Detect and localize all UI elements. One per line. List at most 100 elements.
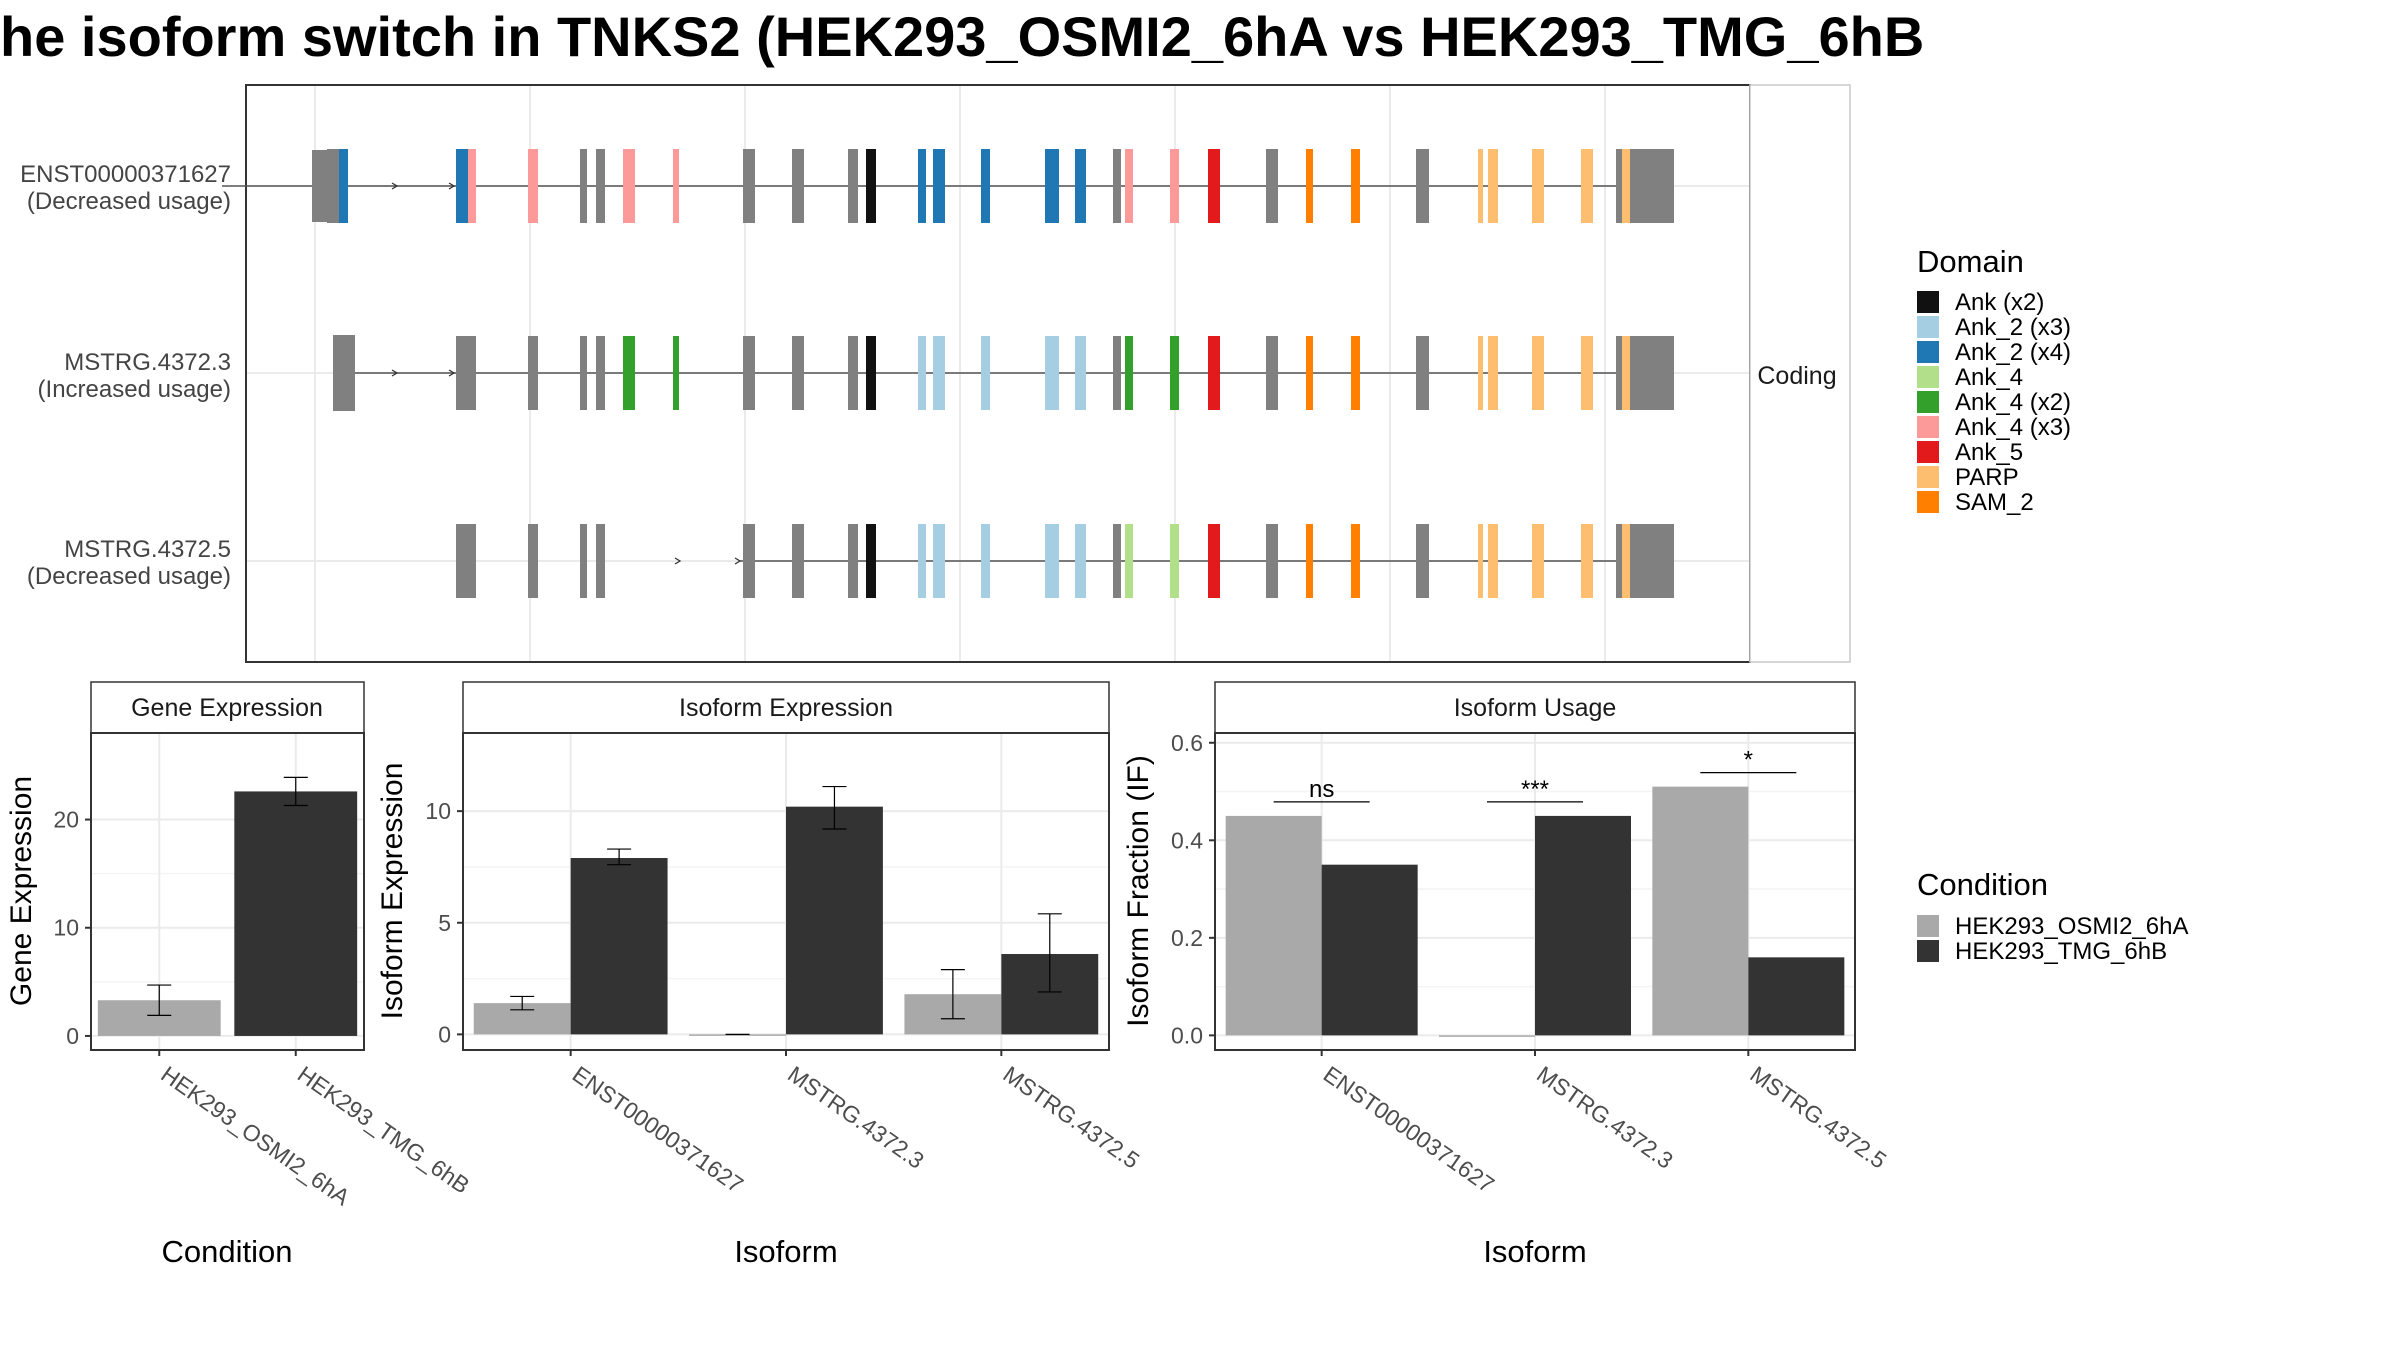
domain-exon [1581,524,1593,598]
condition-legend-title: Condition [1917,867,2048,902]
error-bar [822,785,847,830]
domain-exon [1532,524,1544,598]
noncoding-exon [1266,336,1278,410]
noncoding-exon [456,524,476,598]
noncoding-exon [327,149,339,223]
noncoding-exon [1416,336,1429,410]
utr-block [1630,524,1674,598]
isoform-expression-x-label: Isoform [734,1234,837,1269]
domain-legend-label: PARP [1955,464,2019,491]
domain-exon [1351,524,1360,598]
domain-exon [933,336,945,410]
bar [1748,957,1845,1036]
domain-exon [1125,149,1133,223]
domain-exon [866,336,876,410]
direction-arrow [448,182,456,190]
domain-exon [1306,524,1313,598]
noncoding-exon [1616,336,1625,410]
isoform-usage-x-label: Isoform [1483,1234,1586,1269]
domain-exon [918,524,926,598]
domain-exon [933,149,945,223]
domain-exon [1125,336,1133,410]
gene-expression-marks [97,776,358,1036]
y-tick-label: 0 [438,1021,451,1047]
domain-legend-label: Ank_5 [1955,439,2023,466]
noncoding-exon [1266,149,1278,223]
domain-legend-swatch [1917,466,1939,488]
utr-block [1630,336,1674,410]
figure-title: he isoform switch in TNKS2 (HEK293_OSMI2… [0,5,1924,68]
noncoding-exon [792,336,804,410]
domain-legend-swatch [1917,391,1939,413]
domain-exon [1532,149,1544,223]
domain-exon [1208,149,1220,223]
transcript-labels: ENST00000371627 (Decreased usage) MSTRG.… [20,161,231,590]
noncoding-exon [580,149,587,223]
error-bar [283,776,308,807]
domain-legend-items: Ank (x2)Ank_2 (x3)Ank_2 (x4)Ank_4 Ank_4 (… [1917,289,2071,516]
domain-exon [1488,336,1498,410]
domain-legend-swatch [1917,441,1939,463]
domain-exon [1478,524,1483,598]
domain-exon [1045,149,1059,223]
domain-exon [866,524,876,598]
domain-legend-swatch [1917,341,1939,363]
noncoding-exon [1416,524,1429,598]
x-tick-label: MSTRG.4372.3 [1532,1061,1678,1174]
y-tick-label: 10 [425,798,451,824]
domain-exon [456,149,470,223]
domain-exon [1532,336,1544,410]
gene-expression-y-ticks: 0 10 20 [53,807,91,1049]
domain-exon [1622,149,1630,223]
domain-exon [1208,336,1220,410]
bar [786,806,883,1035]
coding-strip [1749,84,1851,663]
x-tick-label: ENST00000371627 [568,1061,748,1198]
domain-exon [1170,524,1179,598]
x-tick-label: MSTRG.4372.3 [783,1061,929,1174]
domain-exon [673,336,679,410]
significance-label: * [1744,747,1753,774]
domain-exon [981,524,990,598]
domain-legend-label: Ank_2 (x4) [1955,339,2071,366]
y-tick-label: 20 [53,807,79,833]
domain-legend-label: Ank_4 (x3) [1955,414,2071,441]
transcript-marks [222,149,1674,598]
bar [570,858,668,1035]
domain-exon [673,149,679,223]
noncoding-exon [1416,149,1429,223]
isoform-usage-y-ticks: 0.0 0.2 0.4 0.6 [1171,730,1215,1048]
noncoding-exon [848,149,858,223]
domain-exon [1170,336,1179,410]
direction-arrow [734,557,742,565]
noncoding-exon [580,524,587,598]
noncoding-exon [528,336,538,410]
noncoding-exon [792,524,804,598]
significance-label: ns [1309,776,1334,803]
domain-legend-label: Ank_4 [1955,364,2023,391]
error-bar [607,848,632,866]
domain-exon [623,336,635,410]
domain-legend-label: Ank_2 (x3) [1955,314,2071,341]
isoform-usage-panel: Isoform Usage ns **** 0.00.20.40.6 ENST00… [1122,681,1891,1269]
domain-legend-label: SAM_2 [1955,489,2034,516]
domain-exon [1045,336,1059,410]
isoform-expression-strip [462,681,1110,734]
error-bar [147,984,172,1016]
noncoding-exon [1113,336,1121,410]
bar [1535,815,1631,1036]
gene-expression-x-label: Condition [162,1234,293,1269]
error-bar [510,995,535,1011]
domain-exon [1306,149,1313,223]
domain-exon [918,149,926,223]
domain-legend-label: Ank (x2) [1955,289,2044,316]
noncoding-exon [1616,149,1625,223]
y-tick-label: 5 [438,910,451,936]
domain-exon [1075,336,1086,410]
bar [1439,1035,1535,1037]
gene-expression-frame [90,732,365,1051]
noncoding-exon [743,524,755,598]
